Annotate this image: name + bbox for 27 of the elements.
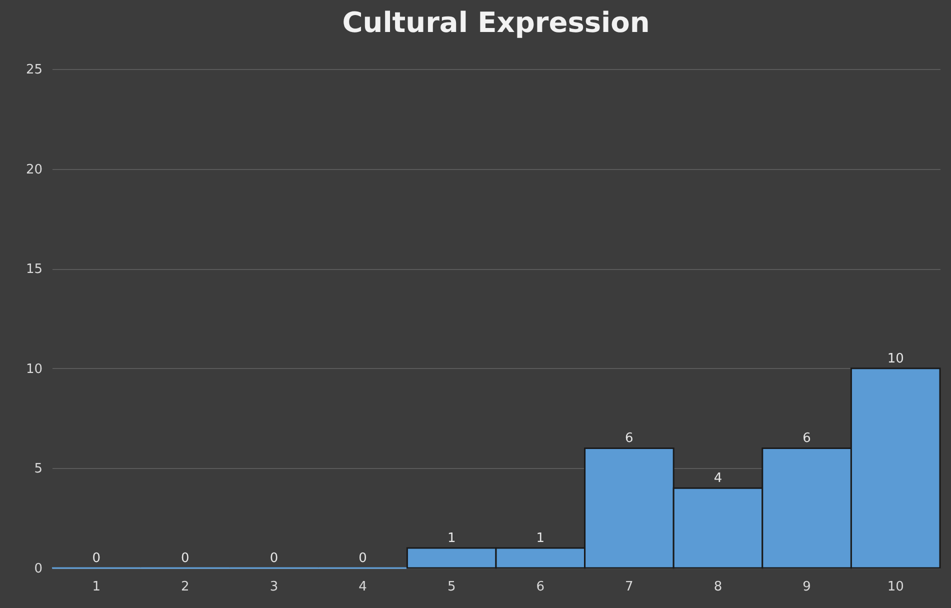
x-tick-label: 1 — [92, 580, 101, 594]
data-label: 10 — [887, 351, 904, 366]
x-tick-label: 5 — [447, 580, 456, 594]
y-tick-label: 5 — [34, 462, 42, 477]
x-tick-label: 9 — [802, 580, 811, 594]
data-label: 6 — [802, 431, 811, 446]
x-tick-label: 2 — [181, 580, 190, 594]
x-tick-label: 6 — [536, 580, 545, 594]
data-label: 6 — [625, 431, 634, 446]
x-tick-label: 10 — [887, 580, 904, 594]
data-label: 0 — [270, 551, 278, 566]
data-label: 0 — [358, 551, 367, 566]
data-label: 0 — [181, 551, 190, 566]
chart-title: Cultural Expression — [342, 6, 650, 39]
data-label: 1 — [536, 531, 545, 546]
data-label: 4 — [714, 471, 722, 486]
x-tick-label: 3 — [270, 580, 278, 594]
data-label: 0 — [92, 551, 101, 566]
y-tick-label: 15 — [26, 262, 42, 278]
y-tick-label: 0 — [34, 562, 42, 576]
x-tick-label: 8 — [714, 580, 722, 594]
y-tick-label: 20 — [26, 162, 42, 178]
x-tick-label: 4 — [358, 580, 367, 594]
y-tick-label: 10 — [26, 362, 42, 377]
x-tick-label: 7 — [625, 580, 634, 594]
y-tick-label: 25 — [26, 62, 42, 78]
data-label: 1 — [447, 531, 456, 546]
